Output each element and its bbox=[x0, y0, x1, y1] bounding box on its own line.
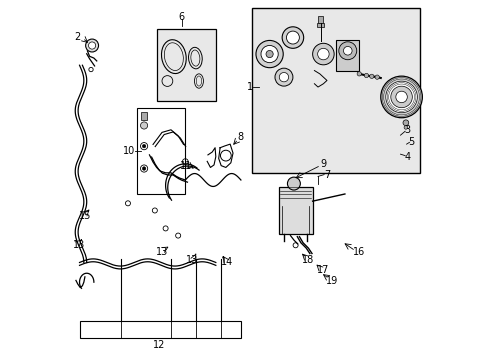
Text: 18: 18 bbox=[302, 255, 314, 265]
Text: 15: 15 bbox=[79, 211, 91, 221]
Bar bbox=[156, 30, 215, 101]
Circle shape bbox=[274, 68, 292, 86]
Bar bbox=[317, 16, 323, 23]
Circle shape bbox=[395, 91, 407, 103]
Bar bbox=[335, 40, 359, 71]
Text: 13: 13 bbox=[185, 255, 198, 265]
Text: 12: 12 bbox=[153, 340, 165, 350]
Text: 2: 2 bbox=[75, 32, 81, 41]
Text: 3: 3 bbox=[404, 125, 410, 135]
Circle shape bbox=[88, 42, 96, 49]
Circle shape bbox=[261, 45, 278, 63]
Text: 14: 14 bbox=[221, 257, 233, 267]
Circle shape bbox=[356, 72, 361, 76]
Text: 13: 13 bbox=[156, 247, 168, 257]
Circle shape bbox=[338, 42, 356, 60]
Circle shape bbox=[142, 167, 145, 170]
Text: 1: 1 bbox=[246, 82, 252, 92]
Circle shape bbox=[390, 86, 411, 108]
Circle shape bbox=[343, 46, 351, 55]
Circle shape bbox=[265, 50, 273, 58]
Circle shape bbox=[374, 75, 379, 79]
Text: 7: 7 bbox=[323, 170, 329, 180]
Bar bbox=[80, 320, 241, 338]
Circle shape bbox=[140, 122, 147, 129]
Text: 10: 10 bbox=[122, 146, 135, 156]
Bar bbox=[141, 112, 147, 120]
Circle shape bbox=[369, 74, 373, 78]
Circle shape bbox=[402, 120, 408, 126]
Circle shape bbox=[317, 48, 328, 60]
Text: 6: 6 bbox=[178, 12, 184, 22]
Text: 8: 8 bbox=[237, 132, 244, 142]
Circle shape bbox=[282, 27, 303, 48]
Circle shape bbox=[312, 43, 333, 65]
Text: 13: 13 bbox=[73, 239, 85, 249]
Circle shape bbox=[380, 76, 422, 118]
Bar bbox=[278, 187, 312, 234]
Text: 11: 11 bbox=[180, 161, 192, 171]
Circle shape bbox=[385, 81, 416, 113]
Text: 16: 16 bbox=[352, 247, 365, 257]
Circle shape bbox=[85, 39, 99, 52]
Bar bbox=[317, 23, 323, 27]
Circle shape bbox=[287, 177, 300, 190]
Circle shape bbox=[142, 144, 145, 148]
Circle shape bbox=[255, 40, 283, 68]
Circle shape bbox=[403, 126, 407, 129]
Text: 5: 5 bbox=[407, 138, 414, 147]
Text: 19: 19 bbox=[325, 276, 338, 286]
Text: 4: 4 bbox=[404, 152, 410, 162]
Circle shape bbox=[364, 73, 368, 78]
Bar bbox=[137, 108, 185, 194]
Bar bbox=[251, 8, 419, 173]
Text: 17: 17 bbox=[316, 265, 328, 275]
Text: 9: 9 bbox=[320, 159, 326, 169]
Circle shape bbox=[286, 31, 299, 44]
Circle shape bbox=[279, 72, 288, 82]
